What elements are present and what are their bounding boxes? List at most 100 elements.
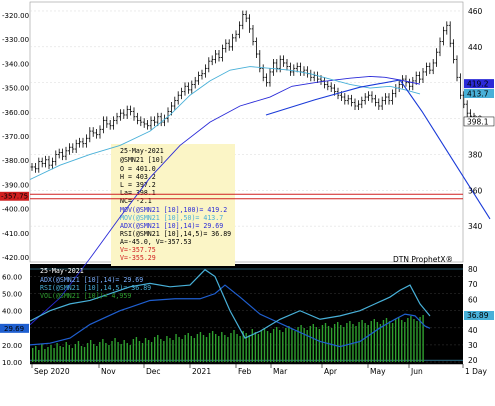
price-tag: 419.2 [464,79,494,89]
right-tick-label: 380 [468,150,483,159]
volume-bar [279,330,281,362]
ohlc-bar [190,80,194,94]
ohlc-bar [275,59,279,73]
ohlc-bar [136,112,139,125]
price-tag: 398.1 [463,116,495,127]
ohlc-bar [241,10,245,30]
ohlc-bar [455,55,459,82]
ohlc-bar [132,107,136,121]
ohlc-bar [85,134,88,148]
volume-bar [422,315,424,362]
adx-tag: 29.69 [0,323,29,333]
volume-bar [126,343,128,362]
ohlc-bar [465,100,469,118]
indicator-right-tick: 40 [468,326,478,335]
volume-bar [398,317,400,362]
ohlc-bar [78,137,81,148]
ohlc-bar [414,71,418,85]
ohlc-bar [448,21,452,48]
ohlc-bar [180,87,183,100]
info-rsi: RSI(@SMN21 [10],14,5)= 36.89 [120,230,231,238]
ohlc-bar [428,62,432,75]
volume-bar [227,337,229,362]
volume-bar [71,348,74,362]
volume-bar [407,318,409,362]
ohlc-bar [462,91,466,109]
volume-bar [135,337,138,362]
price-axes: 340360380400420440460-320.00-330.00-340.… [0,7,495,262]
adx-tag-text: 29.69 [4,325,24,333]
volume-bar [108,345,110,362]
ohlc-bar [166,107,170,123]
left-tick-label: -410.00 [2,230,29,238]
volume-bar [288,326,290,362]
volume-bar [89,340,92,362]
ohlc-bar [115,112,119,125]
info-line-v1: V=-357.75 [120,246,156,254]
ohlc-bar [68,143,71,155]
volume-bar [38,350,40,362]
ohlc-bar [350,94,353,107]
ohlc-bar [176,91,180,105]
legend-adx: ADX(@SMN21 [10],14)= 29.69 [40,276,143,284]
info-net-change: NC= -2.1 [120,197,152,205]
indicator-right-tick: 30 [468,341,478,350]
volume-bar [218,336,220,362]
ohlc-bar [224,39,228,53]
volume-bar [166,336,168,362]
volume-bar [230,333,232,362]
volume-bar [376,322,379,362]
ohlc-bar [295,62,299,73]
volume-bar [178,337,180,362]
ohlc-bar [153,116,156,127]
volume-bar [56,343,58,362]
right-tick-label: 340 [468,222,483,231]
volume-bar [224,335,226,362]
ohlc-bar [146,119,149,130]
indicator-left-tick: 60.00 [2,274,22,282]
volume-bar [297,327,299,362]
volume-bar [154,337,156,362]
left-tick-label: -350.00 [2,85,29,93]
indicator-plot [29,268,431,362]
volume-bar [215,334,217,362]
right-tick-label: 440 [468,43,483,52]
left-tick-label: -380.00 [2,157,29,165]
ohlc-bar [57,148,61,159]
info-line-v2: V=-355.29 [120,254,156,262]
indicator-left-tick: 50.00 [2,291,22,299]
volume-bar [315,327,318,362]
price-tag-text: 398.1 [467,118,489,127]
ohlc-bar [142,118,146,128]
ohlc-bar [401,75,404,89]
ohlc-bar [102,116,105,134]
ohlc-bar [173,96,177,110]
volume-bar [233,330,235,362]
volume-bar [169,338,171,362]
price-tag-bg [464,88,494,98]
volume-bar [184,335,186,362]
volume-bar [163,341,165,362]
volume-bar [147,340,150,362]
ohlc-bar [149,116,153,130]
mov100-line [29,75,421,326]
volume-bar [77,341,80,362]
volume-bar [157,335,159,362]
rsi-tag-bg [464,311,494,320]
ohlc-bar [54,150,58,166]
ohlc-bar [418,71,421,84]
ohlc-bar [442,26,445,46]
volume-bar [175,334,177,362]
volume-bar [269,333,272,362]
ohlc-bar [34,163,37,173]
volume-bar [388,321,391,362]
ohlc-bar [64,146,68,161]
ohlc-bar [285,59,289,71]
price-tag-bg [464,79,494,89]
time-label: 2021 [192,367,211,376]
ohlc-bar [105,116,109,128]
time-label: Sep 2020 [34,367,70,376]
indicator-right-tick: 80 [468,265,478,274]
volume-bar [141,343,144,362]
